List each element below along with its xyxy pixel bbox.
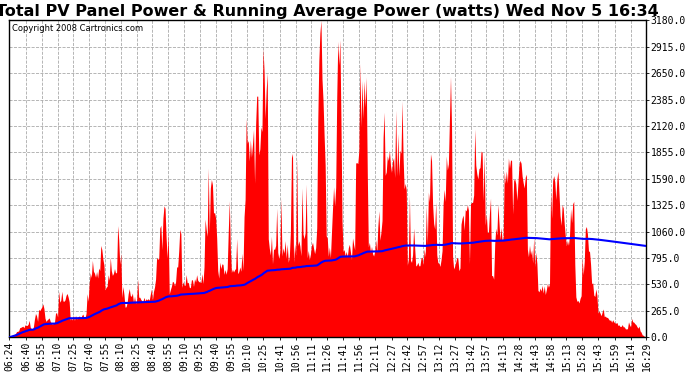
Title: Total PV Panel Power & Running Average Power (watts) Wed Nov 5 16:34: Total PV Panel Power & Running Average P… <box>0 4 659 19</box>
Text: Copyright 2008 Cartronics.com: Copyright 2008 Cartronics.com <box>12 24 144 33</box>
